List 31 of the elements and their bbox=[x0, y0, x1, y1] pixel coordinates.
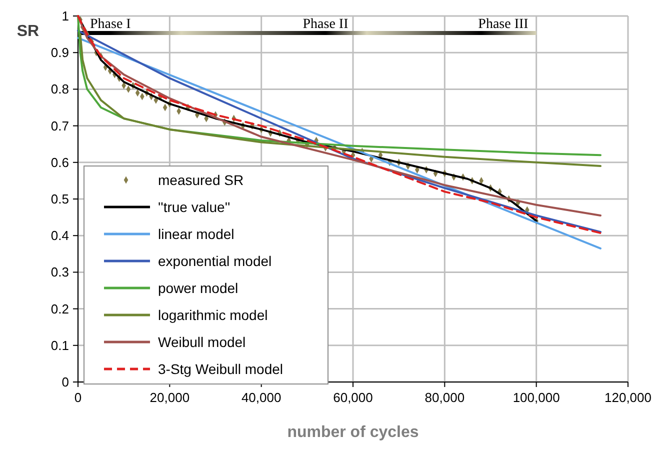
legend-label: logarithmic model bbox=[158, 307, 268, 323]
legend-label: ''true value'' bbox=[158, 199, 230, 215]
y-tick-label: 1 bbox=[62, 8, 69, 24]
y-tick-label: 0.4 bbox=[50, 228, 69, 244]
y-tick-label: 0.6 bbox=[50, 154, 69, 170]
x-tick-label: 80,000 bbox=[424, 390, 465, 405]
y-tick-label: 0.8 bbox=[50, 82, 69, 97]
x-tick-label: 100,000 bbox=[512, 390, 560, 405]
x-tick-label: 0 bbox=[74, 390, 82, 405]
y-tick-label: 0.5 bbox=[50, 192, 69, 206]
y-tick-label: 0.2 bbox=[50, 301, 69, 316]
annotation: Phase II bbox=[302, 17, 349, 32]
y-tick-label: 0.1 bbox=[50, 338, 69, 353]
y-tick-label: 0.3 bbox=[50, 264, 69, 280]
y-tick-label: 0.7 bbox=[50, 118, 69, 134]
annotation: Phase III bbox=[478, 17, 529, 32]
y-axis-title: SR bbox=[16, 23, 40, 40]
x-tick-label: 60,000 bbox=[333, 390, 373, 405]
legend-label: measured SR bbox=[158, 172, 244, 188]
legend-label: linear model bbox=[158, 226, 234, 242]
y-tick-label: 0 bbox=[62, 374, 69, 390]
x-tick-label: 20,000 bbox=[150, 390, 190, 405]
x-tick-label: 40,000 bbox=[241, 390, 282, 405]
legend-label: exponential model bbox=[158, 253, 272, 269]
legend-label: 3-Stg Weibull model bbox=[158, 361, 284, 377]
annotation: Phase I bbox=[90, 17, 132, 32]
y-tick-label: 0.9 bbox=[50, 45, 69, 60]
x-axis-title: number of cycles bbox=[287, 424, 419, 441]
legend-label: Weibull model bbox=[158, 334, 246, 350]
x-tick-label: 120,000 bbox=[604, 390, 652, 405]
legend-label: power model bbox=[158, 280, 238, 296]
